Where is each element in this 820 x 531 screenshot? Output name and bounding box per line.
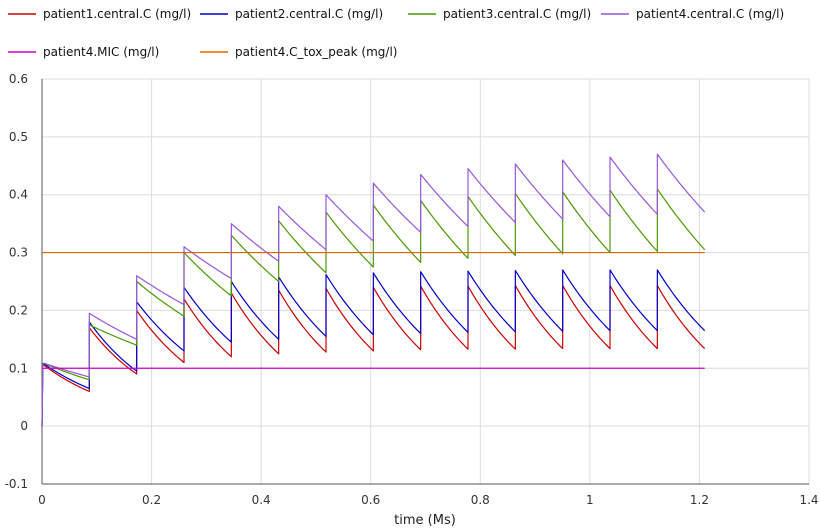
y-tick-label: 0.2: [9, 303, 28, 317]
legend-label-patient3-central-c: patient3.central.C (mg/l): [443, 7, 591, 21]
y-tick-label: 0.4: [9, 188, 28, 202]
legend-label-patient1-central-c: patient1.central.C (mg/l): [43, 7, 191, 21]
x-tick-labels: 0 0.2 0.4 0.6 0.8 1 1.2 1.4: [38, 493, 818, 507]
series-line-patient4-central-c: [41, 153, 706, 427]
x-tick-label: 0.4: [252, 493, 271, 507]
y-tick-label: 0.1: [9, 361, 28, 375]
legend-label-patient4-mic: patient4.MIC (mg/l): [43, 45, 159, 59]
x-tick-label: 0.6: [361, 493, 380, 507]
y-tick-label: -0.1: [5, 477, 28, 491]
x-tick-label: 1: [586, 493, 594, 507]
plot-frame: [41, 79, 809, 485]
legend-label-patient4-c-tox-peak: patient4.C_tox_peak (mg/l): [235, 45, 397, 59]
y-tick-label: 0.3: [9, 246, 28, 260]
series-line-patient1-central-c: [41, 284, 706, 427]
y-tick-label: 0.6: [9, 72, 28, 86]
y-tick-label: 0: [20, 419, 28, 433]
y-tick-labels: -0.1 0 0.1 0.2 0.3 0.4 0.5 0.6: [5, 72, 28, 491]
x-tick-label: 0.8: [471, 493, 490, 507]
legend-label-patient4-central-c: patient4.central.C (mg/l): [636, 7, 784, 21]
y-tick-label: 0.5: [9, 130, 28, 144]
legend-label-patient2-central-c: patient2.central.C (mg/l): [235, 7, 383, 21]
x-tick-label: 0: [38, 493, 46, 507]
x-tick-label: 1.4: [799, 493, 818, 507]
x-tick-label: 0.2: [142, 493, 161, 507]
series-layer: [41, 153, 706, 427]
series-line-patient3-central-c: [41, 188, 706, 427]
legend: patient1.central.C (mg/l) patient2.centra…: [8, 7, 784, 59]
x-tick-label: 1.2: [690, 493, 709, 507]
x-axis-label: time (Ms): [394, 513, 456, 528]
grid: [41, 78, 810, 485]
series-line-patient2-central-c: [41, 269, 706, 427]
